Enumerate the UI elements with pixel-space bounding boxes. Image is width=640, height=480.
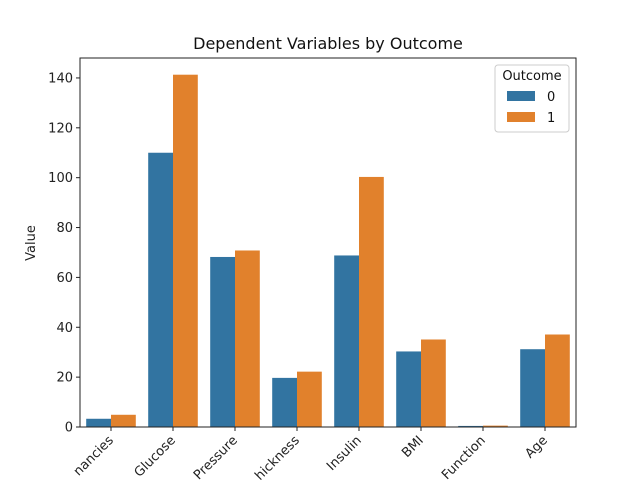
- legend: Outcome 0 1: [494, 64, 570, 133]
- bar-skinthickness-outcome-0: [272, 377, 297, 427]
- y-tick-label: 40: [56, 321, 73, 336]
- bar-bloodpressure-outcome-1: [235, 250, 260, 427]
- x-tick-label: Age: [522, 433, 550, 461]
- bar-diabetespedigreefunction-outcome-1: [483, 425, 508, 427]
- x-axis: nancies Glucose Pressure hickness Insulin BMI…: [71, 427, 551, 480]
- x-tick-label: Function: [439, 433, 489, 480]
- y-tick-label: 80: [56, 221, 73, 236]
- bar-insulin-outcome-0: [334, 255, 359, 427]
- bars-group: [86, 74, 570, 428]
- y-axis-label: Value: [24, 225, 39, 261]
- y-tick-label: 120: [48, 121, 73, 136]
- y-tick-label: 0: [65, 421, 73, 436]
- bar-glucose-outcome-1: [173, 74, 198, 427]
- x-tick-label: Pressure: [191, 433, 241, 480]
- legend-title: Outcome: [502, 69, 561, 84]
- bar-bmi-outcome-1: [421, 339, 446, 427]
- legend-label-0: 0: [547, 90, 555, 105]
- chart-title: Dependent Variables by Outcome: [193, 34, 463, 53]
- bar-bloodpressure-outcome-0: [210, 256, 235, 427]
- bar-glucose-outcome-0: [148, 152, 173, 428]
- bar-pregnancies-outcome-1: [111, 414, 136, 427]
- plot-frame: [79, 57, 577, 428]
- bar-pregnancies-outcome-0: [86, 418, 111, 427]
- y-tick-label: 20: [56, 371, 73, 386]
- x-tick-label: Insulin: [324, 433, 365, 474]
- x-tick-label: nancies: [71, 433, 117, 479]
- x-tick-label: BMI: [399, 433, 427, 461]
- bar-age-outcome-0: [520, 349, 545, 427]
- x-tick-label: Glucose: [132, 433, 179, 480]
- x-tick-label: hickness: [252, 433, 303, 480]
- y-tick-label: 60: [56, 271, 73, 286]
- legend-swatch-0: [507, 91, 535, 101]
- bar-insulin-outcome-1: [359, 176, 384, 427]
- y-axis: 0 20 40 60 80 100 120 140: [48, 71, 80, 436]
- bar-bmi-outcome-0: [396, 351, 421, 427]
- y-tick-label: 140: [48, 71, 73, 86]
- y-tick-label: 100: [48, 171, 73, 186]
- bar-age-outcome-1: [545, 334, 570, 427]
- legend-swatch-1: [507, 112, 535, 122]
- bar-diabetespedigreefunction-outcome-0: [458, 425, 483, 427]
- bar-skinthickness-outcome-1: [297, 371, 322, 427]
- legend-label-1: 1: [547, 111, 555, 126]
